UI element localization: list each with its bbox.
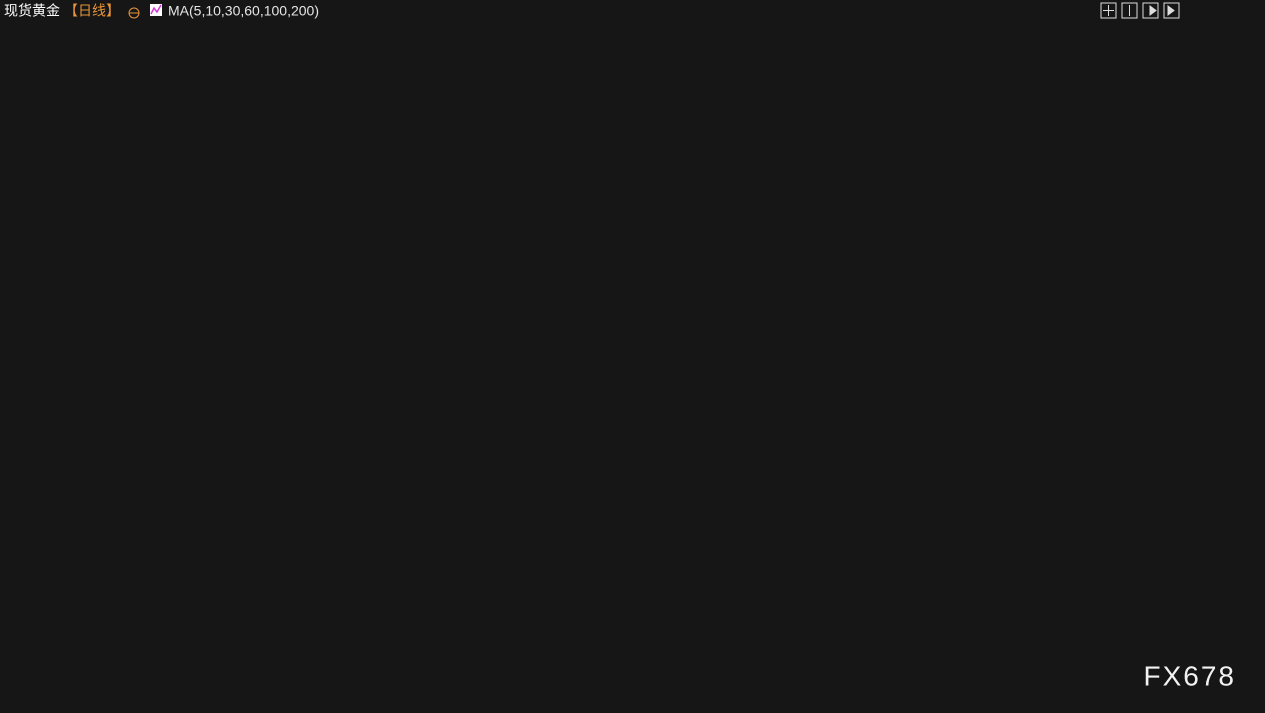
toolbar [1100, 2, 1180, 19]
toolbar-button[interactable] [1163, 2, 1180, 19]
toolbar-button[interactable] [1100, 2, 1117, 19]
watermark: FX678 [1144, 660, 1237, 691]
title: 现货黄金 [4, 3, 60, 19]
toolbar-icons [1103, 5, 1175, 16]
ma-icon [150, 4, 162, 15]
period[interactable]: 【日线】 [64, 3, 120, 19]
toolbar-button[interactable] [1142, 2, 1159, 19]
header: 现货黄金 【日线】 MA(5,10,30,60,100,200) [4, 3, 319, 19]
toolbar-button[interactable] [1121, 2, 1138, 19]
ma-title: MA(5,10,30,60,100,200) [168, 3, 319, 19]
